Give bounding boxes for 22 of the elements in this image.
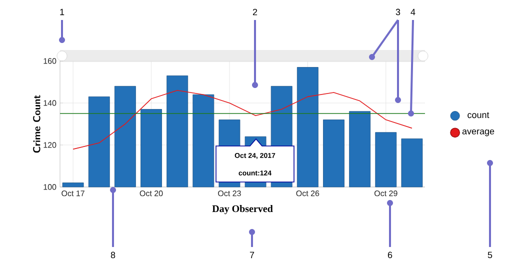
x-tick-label: Oct 23 (218, 190, 241, 196)
x-tick-label: Oct 29 (374, 190, 398, 196)
legend-label: average (462, 129, 494, 136)
text: 3 (396, 8, 400, 16)
y-axis-title: Crime Count (33, 95, 40, 153)
text: 7 (250, 252, 254, 258)
y-tick-label: 120 (44, 142, 56, 148)
x-tick-label: Oct 17 (62, 190, 84, 196)
annotation: 4 (410, 8, 416, 16)
x-tick-label: Oct 20 (140, 190, 163, 196)
line-series (72, 90, 412, 150)
text: 2 (252, 8, 258, 16)
y-tick-label: 140 (44, 100, 56, 106)
y-tick-label: 100 (44, 184, 56, 190)
text: 5 (488, 252, 492, 258)
legend-label: count (468, 112, 490, 118)
x-axis-title: Day Observed (212, 205, 273, 214)
text: 1 (60, 8, 64, 16)
x-tick-label: Oct 26 (296, 190, 320, 196)
text: 6 (388, 252, 392, 258)
y-tick-label: 160 (44, 58, 56, 64)
text: 8 (110, 252, 116, 258)
